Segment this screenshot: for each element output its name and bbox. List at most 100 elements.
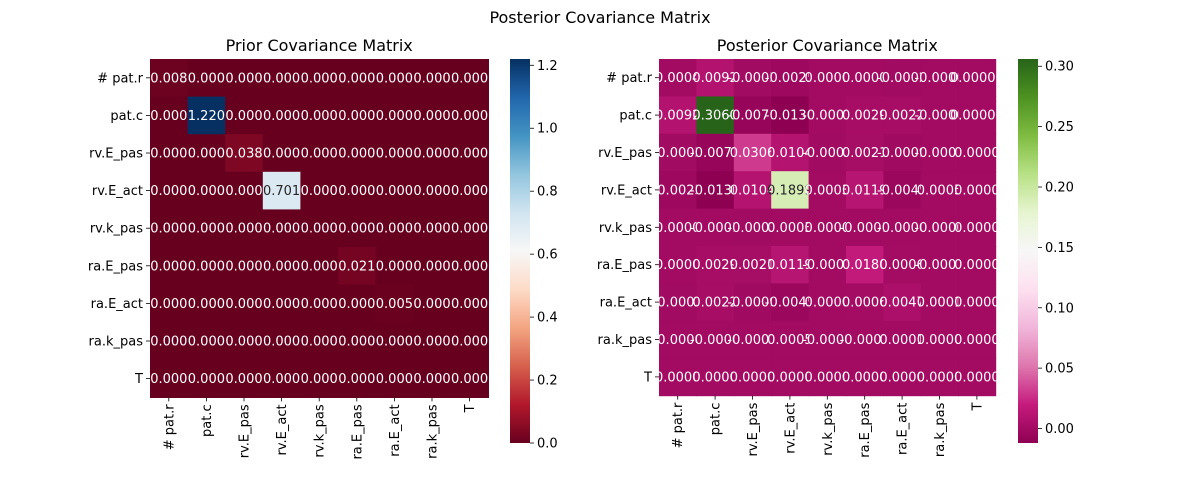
posterior-colorbar-tick-label: 0.10: [1045, 301, 1074, 316]
prior-cell: [450, 59, 489, 98]
posterior-cell-label: 0.0306: [730, 146, 776, 161]
prior-cell: [300, 96, 339, 135]
prior-cell-label: 0.000: [301, 222, 338, 237]
posterior-y-tick-label: # pat.r: [606, 71, 652, 86]
posterior-cell-label: 0.00000: [950, 71, 1004, 86]
prior-x-tick-label: pat.c: [200, 404, 215, 437]
prior-cell: [150, 247, 189, 286]
prior-cell-label: 0.000: [451, 147, 488, 162]
posterior-cell-label: -0.0071: [690, 146, 740, 161]
posterior-cell: [659, 59, 697, 97]
prior-cell-label: 0.000: [451, 297, 488, 312]
posterior-cell: [696, 320, 735, 359]
posterior-x-tick-label: rv.k_pas: [821, 402, 836, 455]
prior-colorbar-tick-label: 0.8: [537, 185, 558, 200]
posterior-cell: [958, 246, 997, 284]
posterior-cell-label: 0.0000: [954, 296, 1000, 311]
prior-cell: [187, 247, 226, 286]
prior-cell: [450, 359, 489, 398]
posterior-cell-label: -0.0130: [765, 109, 815, 124]
prior-cell-label: 0.000: [301, 184, 338, 199]
prior-cell-label: 0.000: [263, 71, 300, 86]
posterior-cell-label: -0.0001: [840, 221, 890, 236]
posterior-cell: [808, 320, 847, 359]
posterior-cell: [771, 320, 810, 359]
posterior-x-tick-label: rv.E_pas: [746, 402, 761, 456]
posterior-cell: [920, 59, 959, 97]
posterior-cell-label: -0.0000: [914, 109, 964, 124]
prior-cell-label: 0.000: [451, 109, 488, 124]
prior-cell-label: 0.000: [451, 259, 488, 274]
prior-cell-label: 0.000: [451, 222, 488, 237]
prior-x-tick-label: ra.E_act: [388, 404, 403, 456]
prior-cell-label: 0.000: [263, 335, 300, 350]
posterior-cell-label: 0.1899: [767, 183, 813, 198]
posterior-cell-label: -0.0025: [653, 183, 703, 198]
prior-cell: [262, 171, 301, 210]
posterior-x-tick-label: T: [970, 403, 985, 412]
posterior-cell: [846, 358, 884, 397]
posterior-cell: [883, 59, 922, 97]
posterior-cell: [846, 59, 884, 97]
posterior-y-tick-label: ra.k_pas: [598, 333, 653, 348]
posterior-cell: [958, 133, 997, 172]
posterior-cell-label: 0.0092: [692, 71, 738, 86]
prior-x-tick-label: ra.E_pas: [350, 404, 365, 459]
prior-cell: [225, 247, 264, 286]
posterior-cell: [846, 208, 884, 247]
prior-y-tick-label: rv.E_act: [92, 184, 143, 199]
prior-cell: [300, 209, 339, 248]
posterior-colorbar-tick-label: 0.00: [1045, 422, 1074, 437]
prior-cell: [262, 284, 301, 323]
posterior-cell: [808, 358, 847, 397]
prior-cell: [187, 322, 226, 361]
posterior-cell-label: 0.0000: [805, 221, 851, 236]
posterior-cell-label: 0.0003: [767, 221, 813, 236]
prior-cell-label: 0.000: [413, 71, 450, 86]
posterior-cell-label: 0.0000: [954, 183, 1000, 198]
prior-cell: [450, 209, 489, 248]
prior-y-tick-label: rv.E_pas: [89, 147, 143, 162]
posterior-cell-label: 0.0000: [917, 333, 963, 348]
prior-cell-label: 0.000: [150, 297, 187, 312]
prior-cell: [375, 96, 414, 135]
prior-cell-label: 0.000: [413, 147, 450, 162]
prior-cell: [413, 59, 452, 98]
posterior-cell-label: 0.0006: [879, 258, 925, 273]
posterior-cell: [846, 96, 884, 135]
prior-y-tick-label: pat.c: [110, 109, 143, 124]
prior-cell-label: 0.000: [150, 109, 187, 124]
prior-y-tick-label: ra.E_pas: [88, 259, 143, 274]
prior-cell-label: 1.220: [188, 109, 225, 124]
posterior-cell: [883, 358, 922, 397]
prior-cell-label: 0.000: [225, 372, 262, 387]
prior-cell-label: 0.000: [263, 147, 300, 162]
posterior-cell: [771, 246, 810, 284]
prior-cell-label: 0.000: [301, 297, 338, 312]
posterior-cell-label: 0.0021: [730, 258, 776, 273]
prior-cell: [150, 284, 189, 323]
prior-cell: [300, 247, 339, 286]
posterior-colorbar-tick-label: 0.20: [1045, 181, 1074, 196]
prior-cell: [375, 209, 414, 248]
posterior-cell-label: 0.0000: [805, 71, 851, 86]
posterior-cell: [920, 246, 959, 284]
posterior-cell: [733, 59, 772, 97]
prior-cell: [150, 96, 189, 135]
posterior-cell-label: 0.0000: [842, 370, 888, 385]
posterior-cell-label: -0.0045: [765, 296, 815, 311]
prior-cell: [450, 247, 489, 286]
posterior-cell: [883, 246, 922, 284]
posterior-cell-label: 0.0092: [655, 109, 701, 124]
posterior-cell-label: 0.0004: [655, 71, 701, 86]
posterior-x-tick-label: ra.E_act: [896, 403, 911, 455]
prior-cell: [375, 359, 414, 398]
prior-cell-label: 0.000: [150, 184, 187, 199]
posterior-cell-label: -0.0130: [690, 183, 740, 198]
prior-cell-label: 0.008: [150, 71, 187, 86]
prior-cell: [225, 359, 264, 398]
posterior-cell-label: -0.0001: [727, 333, 777, 348]
posterior-cell: [920, 320, 959, 359]
posterior-cell-label: 0.0180: [842, 258, 888, 273]
posterior-cell: [808, 208, 847, 247]
